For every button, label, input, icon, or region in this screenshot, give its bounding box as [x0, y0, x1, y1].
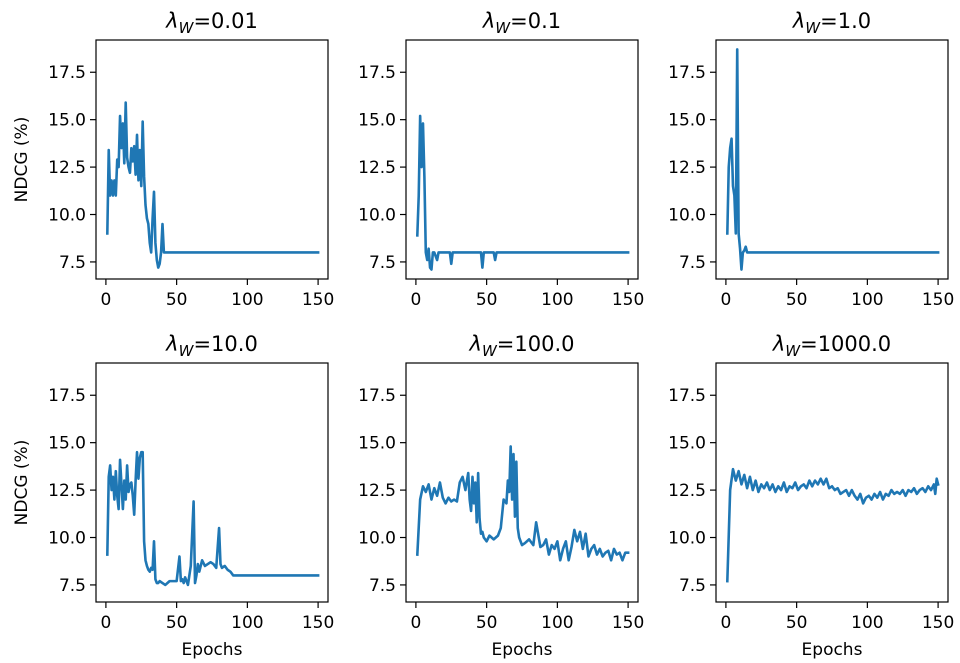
x-tick-label: 150: [302, 613, 334, 633]
x-tick-label: 100: [231, 290, 263, 310]
y-tick-label: 10.0: [358, 206, 396, 226]
y-tick-label: 12.5: [48, 158, 86, 178]
y-axis-label: NDCG (%): [12, 440, 32, 526]
x-tick-label: 150: [612, 613, 644, 633]
x-tick-label: 50: [166, 613, 188, 633]
x-tick-label: 150: [922, 290, 954, 310]
y-tick-label: 7.5: [369, 576, 396, 596]
y-tick-label: 12.5: [48, 481, 86, 501]
series-line: [105, 101, 320, 269]
x-tick-label: 100: [541, 290, 573, 310]
x-tick-label: 0: [720, 613, 731, 633]
subplot: 7.5 10.0 12.5 15.0 17.5 0 50 100 150 λW=1000.0 Epo…: [668, 332, 954, 660]
x-axis-label: Epochs: [182, 640, 243, 660]
y-tick-label: 7.5: [679, 253, 706, 273]
y-tick-label: 17.5: [668, 63, 706, 83]
y-tick-label: 10.0: [668, 529, 706, 549]
x-tick-label: 50: [476, 613, 498, 633]
y-tick-label: 15.0: [668, 434, 706, 454]
x-axis-label: Epochs: [492, 640, 553, 660]
y-tick-label: 17.5: [358, 386, 396, 406]
y-tick-label: 7.5: [59, 576, 86, 596]
subplot-title: λW=1.0: [792, 9, 871, 37]
series-line: [725, 467, 940, 583]
x-tick-label: 0: [720, 290, 731, 310]
y-tick-label: 15.0: [358, 434, 396, 454]
x-tick-label: 150: [612, 290, 644, 310]
subplot-title: λW=1000.0: [772, 332, 891, 360]
x-tick-label: 150: [922, 613, 954, 633]
series-line: [415, 114, 630, 271]
series-line: [105, 450, 320, 587]
x-tick-label: 0: [100, 290, 111, 310]
y-tick-label: 15.0: [48, 434, 86, 454]
y-tick-label: 10.0: [668, 206, 706, 226]
y-tick-label: 10.0: [48, 206, 86, 226]
y-tick-label: 12.5: [668, 481, 706, 501]
subplot: 7.5 10.0 12.5 15.0 17.5 0 50 100 150 λW=0.1: [358, 9, 644, 310]
y-tick-label: 10.0: [358, 529, 396, 549]
subplot: 7.5 10.0 12.5 15.0 17.5 0 50 100 150 λW=0.01 NDCG …: [12, 9, 334, 310]
y-tick-label: 17.5: [358, 63, 396, 83]
subplot: 7.5 10.0 12.5 15.0 17.5 0 50 100 150 λW=100.0 Epoc…: [358, 332, 644, 660]
x-tick-label: 50: [166, 290, 188, 310]
subplot-title: λW=10.0: [165, 332, 258, 360]
y-tick-label: 12.5: [358, 158, 396, 178]
x-tick-label: 50: [786, 613, 808, 633]
x-tick-label: 50: [786, 290, 808, 310]
y-tick-label: 7.5: [59, 253, 86, 273]
subplot-title: λW=0.1: [482, 9, 561, 37]
y-tick-label: 15.0: [358, 111, 396, 131]
x-tick-label: 0: [410, 613, 421, 633]
y-tick-label: 17.5: [668, 386, 706, 406]
y-tick-label: 7.5: [369, 253, 396, 273]
y-tick-label: 10.0: [48, 529, 86, 549]
y-axis-label: NDCG (%): [12, 117, 32, 203]
y-tick-label: 15.0: [48, 111, 86, 131]
x-axis-label: Epochs: [802, 640, 863, 660]
y-tick-label: 7.5: [679, 576, 706, 596]
subplot-title: λW=0.01: [165, 9, 258, 37]
subplot: 7.5 10.0 12.5 15.0 17.5 0 50 100 150 λW=10.0 NDCG …: [12, 332, 334, 660]
subplot-title: λW=100.0: [469, 332, 575, 360]
y-tick-label: 15.0: [668, 111, 706, 131]
y-tick-label: 12.5: [358, 481, 396, 501]
axes-frame: [715, 39, 949, 280]
series-line: [415, 445, 630, 562]
x-tick-label: 150: [302, 290, 334, 310]
y-tick-label: 12.5: [668, 158, 706, 178]
x-tick-label: 100: [851, 290, 883, 310]
x-tick-label: 100: [541, 613, 573, 633]
axes-frame: [95, 39, 329, 280]
subplot: 7.5 10.0 12.5 15.0 17.5 0 50 100 150 λW=1.0: [668, 9, 954, 310]
axes-frame: [715, 362, 949, 603]
x-tick-label: 0: [410, 290, 421, 310]
y-tick-label: 17.5: [48, 386, 86, 406]
x-tick-label: 100: [231, 613, 263, 633]
axes-frame: [405, 39, 639, 280]
series-line: [725, 48, 940, 271]
x-tick-label: 50: [476, 290, 498, 310]
x-tick-label: 0: [100, 613, 111, 633]
y-tick-label: 17.5: [48, 63, 86, 83]
axes-frame: [95, 362, 329, 603]
axes-frame: [405, 362, 639, 603]
x-tick-label: 100: [851, 613, 883, 633]
